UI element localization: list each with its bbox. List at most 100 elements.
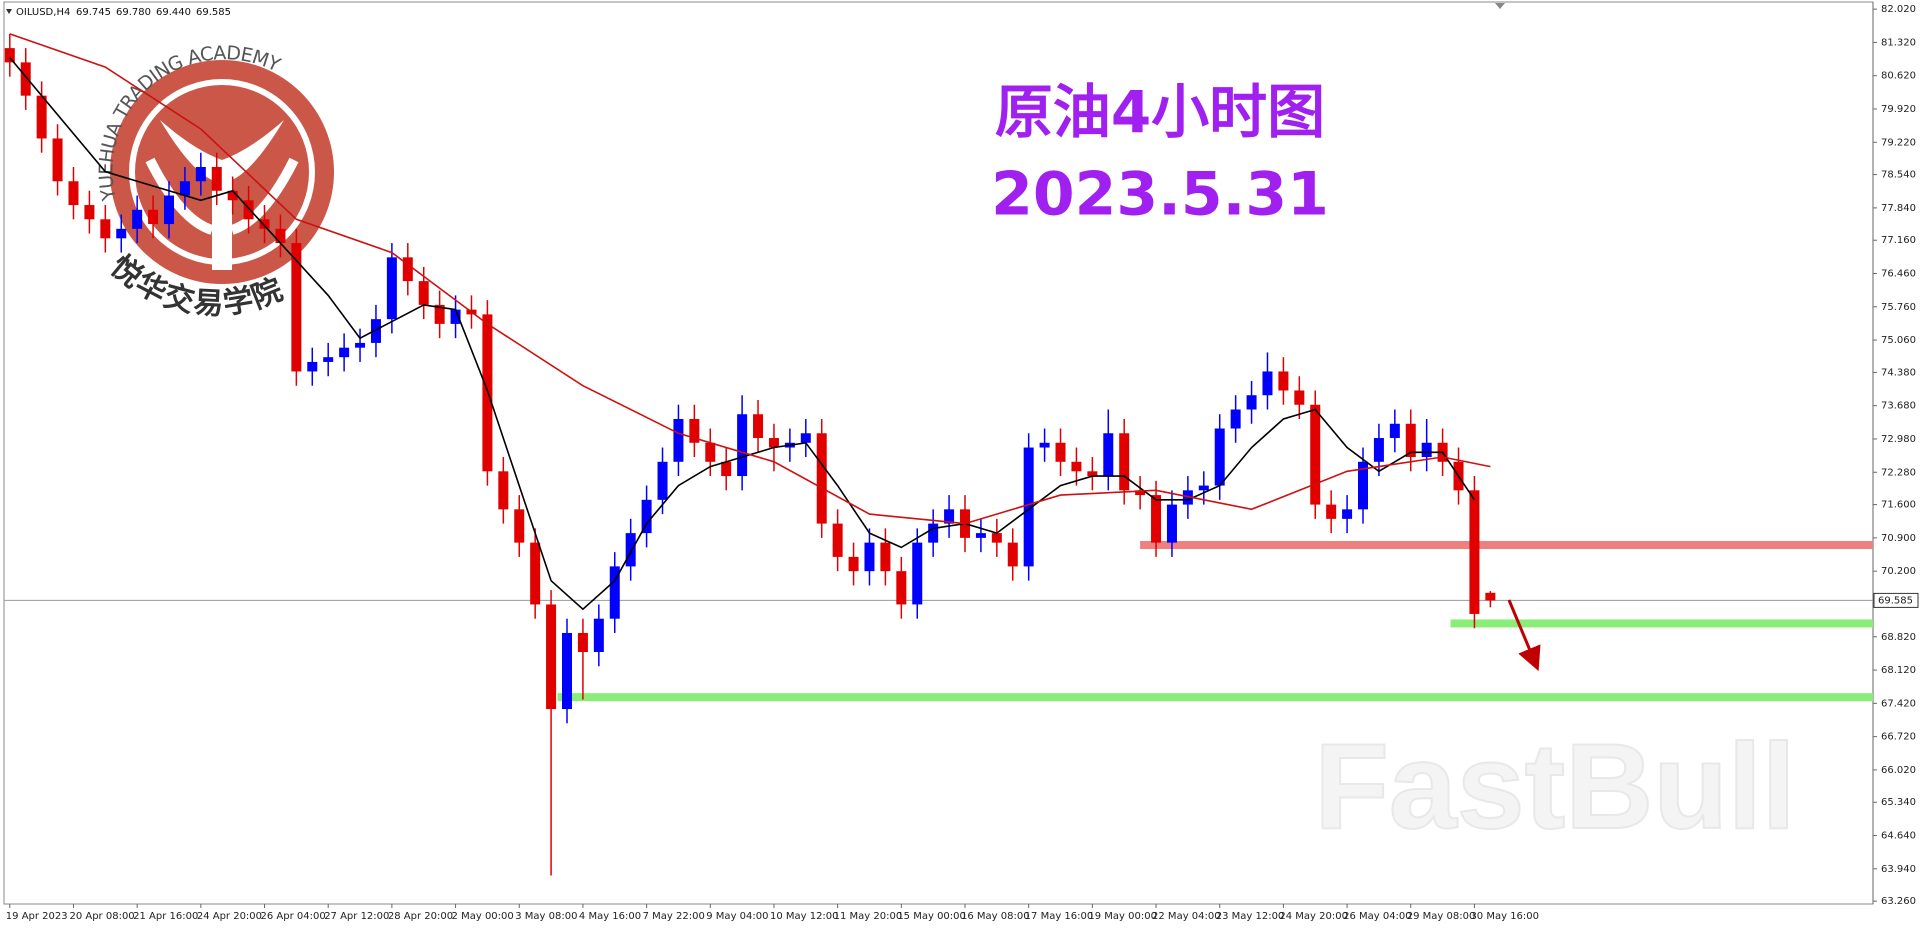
candle-body [195,166,206,182]
candle-body [402,257,413,282]
candle-body [1135,490,1146,496]
x-tick-label: 26 Apr 04:00 [261,911,326,922]
candle-body [450,309,461,324]
support-resistance-level [1140,541,1873,550]
candle-body [243,200,254,220]
x-tick-label: 17 May 16:00 [1025,911,1094,922]
candle-body [52,138,63,182]
candle-body [1278,371,1289,391]
x-tick-label: 9 May 04:00 [706,911,768,922]
candle-body [36,95,47,139]
candle-body [1039,442,1050,448]
candle-body [323,357,334,362]
y-tick-label: 81.320 [1881,37,1916,48]
candle-body [1469,490,1480,614]
x-tick-label: 2 May 00:00 [452,911,514,922]
candle-body [164,195,174,225]
candle-body [991,533,1002,543]
x-tick-label: 19 May 00:00 [1088,911,1157,922]
candle-body [227,190,238,201]
y-tick-label: 79.920 [1881,104,1916,115]
y-tick-label: 72.280 [1881,467,1916,478]
candle-body [84,205,95,220]
candle-body [339,347,350,358]
moving-average-line [9,57,1476,611]
y-tick-label: 66.720 [1881,732,1916,743]
x-tick-label: 24 Apr 20:00 [197,911,262,922]
candle-body [975,533,986,538]
current-price-box [1873,592,1919,608]
x-tick-label: 20 Apr 08:00 [69,911,134,922]
candle-body [370,319,381,343]
candle-body [1023,447,1034,567]
y-tick-label: 65.340 [1881,797,1916,808]
watermark-fastbull: FastBull [1314,718,1795,854]
candle-body [1230,409,1241,429]
candle-body [657,461,668,500]
y-tick-label: 80.620 [1881,71,1916,82]
candle-body [1389,423,1400,439]
candle-body [737,414,748,477]
y-tick-label: 79.220 [1881,137,1916,148]
candle-body [259,219,270,229]
candle-body [562,632,572,710]
candle-body [211,166,222,191]
candle-body [1214,428,1225,486]
candle-body [593,618,604,652]
candle-body [1342,509,1353,519]
candle-body [609,566,620,619]
x-tick-label: 26 May 04:00 [1343,911,1412,922]
candle-body [4,48,15,63]
x-tick-label: 29 May 08:00 [1407,911,1476,922]
y-tick-label: 63.260 [1881,896,1916,907]
current-price-label: 69.585 [1878,595,1913,606]
candle-body [418,281,429,305]
x-tick-label: 10 May 12:00 [770,911,839,922]
candle-body [1326,504,1337,519]
candle-body [148,209,159,225]
forecast-arrow [1507,599,1541,672]
y-tick-label: 70.900 [1881,533,1916,544]
candle-body [673,419,684,462]
candle-body [355,342,366,348]
candle-body [944,509,955,524]
y-tick-label: 75.760 [1881,302,1916,313]
candle-body [641,499,652,534]
candle-body [1182,490,1193,505]
candle-body [179,181,190,196]
y-tick-label: 71.600 [1881,500,1916,511]
y-tick-label: 73.680 [1881,401,1916,412]
candle-body [1055,442,1066,462]
header-values: 69.745 69.780 69.440 69.585 [76,7,231,18]
candle-body [1071,461,1082,472]
candle-body [1405,423,1416,458]
header-value: 69.780 [116,7,151,18]
candle-body [1007,542,1018,567]
logo-emblem-arms [145,157,299,235]
x-tick-label: 30 May 16:00 [1470,911,1539,922]
header-value: 69.745 [76,7,111,18]
candle-body [132,209,143,229]
candle-body [848,556,859,572]
chart-title: 原油4小时图 [995,78,1325,146]
header-value: 69.440 [156,7,191,18]
candle-body [1087,471,1098,477]
logo-emblem [160,120,284,270]
academy-logo [110,60,334,284]
header-value: 69.585 [196,7,231,18]
y-tick-label: 78.540 [1881,170,1916,181]
candle-body [1485,592,1496,601]
candle-body [68,181,79,206]
x-tick-label: 11 May 20:00 [834,911,903,922]
header-arrow [6,9,12,14]
candle-body [100,219,111,239]
x-tick-label: 21 Apr 16:00 [133,911,198,922]
candle-body [705,442,716,462]
y-tick-label: 68.120 [1881,665,1916,676]
y-tick-label: 76.460 [1881,269,1916,280]
candle-body [1198,485,1209,491]
x-tick-label: 3 May 08:00 [515,911,577,922]
x-tick-label: 22 May 04:00 [1152,911,1221,922]
candle-body [880,542,891,572]
